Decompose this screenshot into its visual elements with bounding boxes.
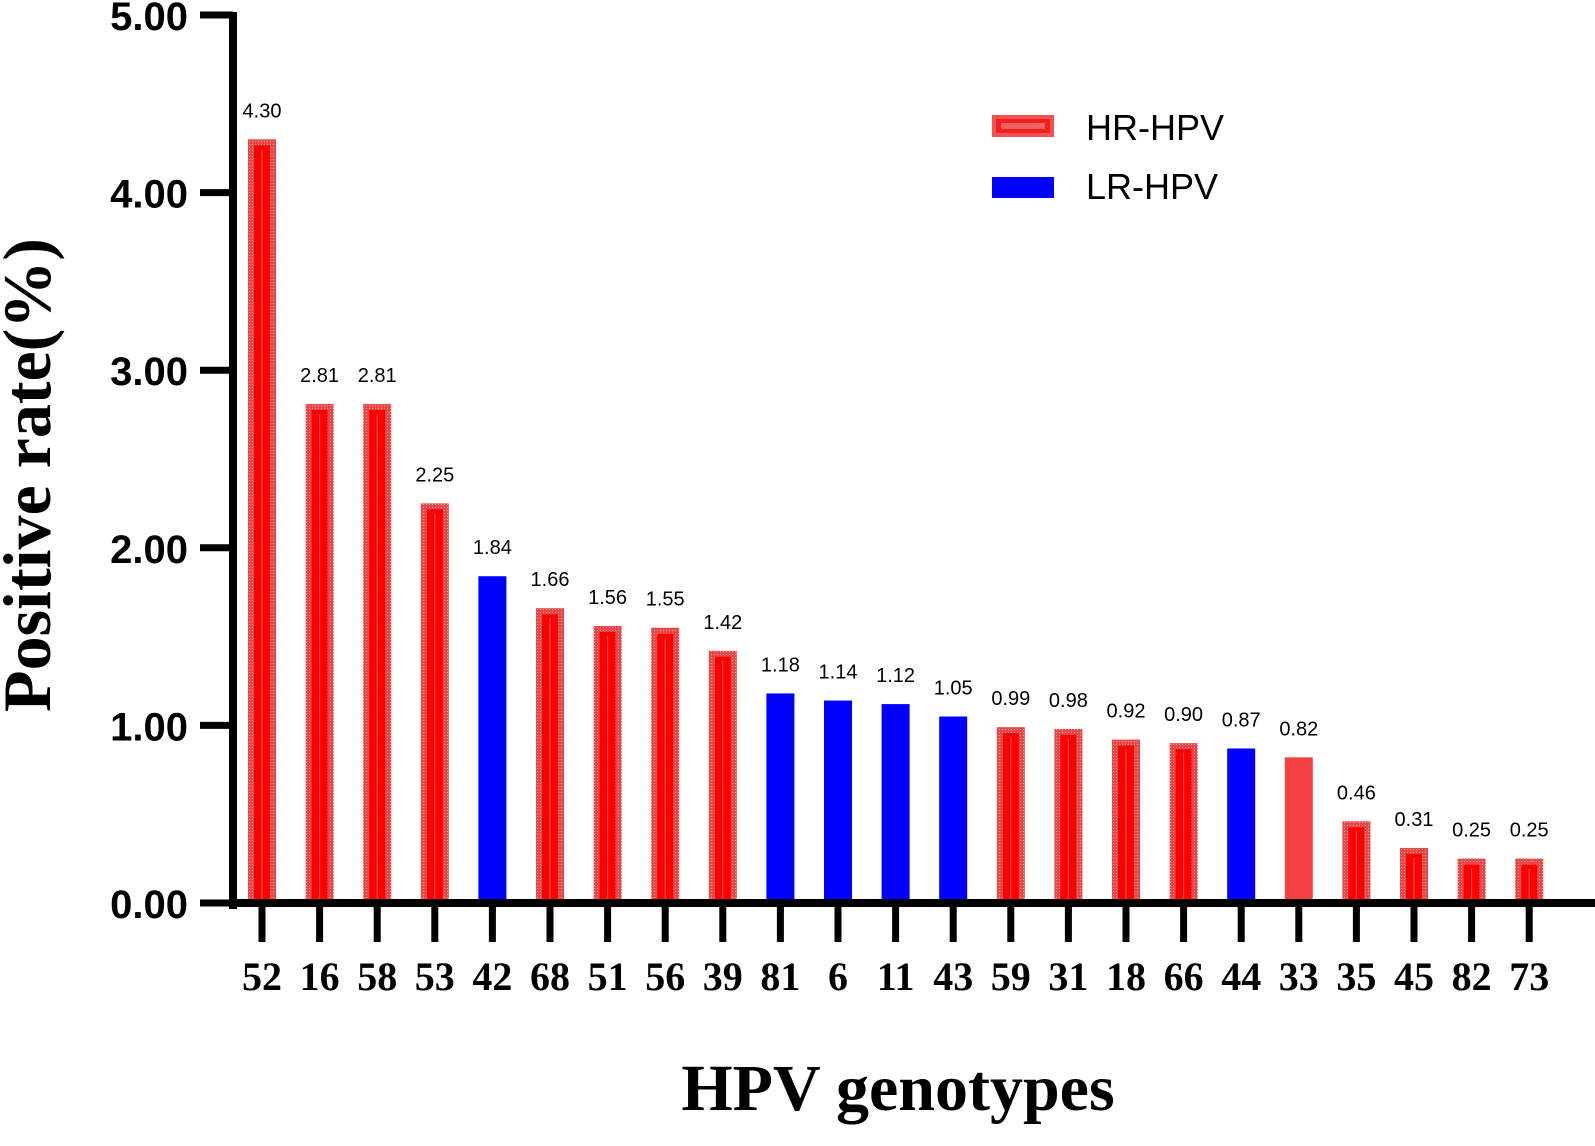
data-label-42: 1.84 (473, 537, 512, 559)
data-label-6: 1.14 (819, 662, 858, 684)
y-tick-label: 5.00 (110, 0, 188, 39)
data-label-33: 0.82 (1279, 718, 1318, 740)
bar-44 (1227, 748, 1256, 903)
data-label-35: 0.46 (1337, 782, 1376, 804)
x-tick-label-52: 52 (242, 954, 282, 999)
x-tick-label-81: 81 (760, 954, 800, 999)
data-label-39: 1.42 (703, 612, 742, 634)
x-tick-label-11: 11 (877, 954, 915, 999)
x-tick-label-53: 53 (415, 954, 455, 999)
data-label-58: 2.81 (358, 365, 397, 387)
data-label-82: 0.25 (1452, 820, 1491, 842)
data-label-18: 0.92 (1107, 701, 1146, 723)
data-labels-group: 4.30 2.81 2.81 2.25 1.84 1.66 1.56 1.55 1.42 1.18… (243, 100, 1549, 841)
data-label-51: 1.56 (588, 587, 627, 609)
bar-56 (651, 627, 680, 903)
x-axis-title: HPV genotypes (681, 1052, 1114, 1125)
x-tick-label-16: 16 (300, 954, 340, 999)
x-tick-label-59: 59 (991, 954, 1031, 999)
bar-11 (881, 704, 910, 903)
x-tick-label-31: 31 (1048, 954, 1088, 999)
bar-45 (1400, 847, 1428, 903)
bar-rect (1284, 757, 1313, 903)
y-tick-label: 1.00 (110, 705, 188, 749)
bar-rect (478, 576, 507, 903)
bar-59 (996, 727, 1025, 903)
x-tick-label-82: 82 (1452, 954, 1492, 999)
legend: HR-HPV LR-HPV (992, 107, 1224, 207)
bar-82 (1457, 858, 1486, 903)
data-label-68: 1.66 (531, 569, 570, 591)
bar-rect (766, 693, 795, 903)
data-label-73: 0.25 (1510, 820, 1549, 842)
bar-42 (478, 576, 507, 903)
y-tick-label: 2.00 (110, 528, 188, 572)
data-label-45: 0.31 (1395, 809, 1434, 831)
legend-item-lr: LR-HPV (992, 166, 1218, 207)
x-tick-label-43: 43 (933, 954, 973, 999)
data-label-53: 2.25 (415, 464, 454, 486)
x-tick-label-39: 39 (703, 954, 743, 999)
bar-rect (881, 704, 910, 903)
bar-58 (363, 403, 392, 903)
x-tick-label-66: 66 (1164, 954, 1204, 999)
y-tick-label: 0.00 (110, 883, 188, 927)
bar-35 (1342, 821, 1371, 903)
x-ticks-group: 52 16 58 53 42 68 51 56 39 81 6 11 43 59 31 18 66 44 33 35 4… (242, 903, 1549, 999)
data-label-52: 4.30 (243, 100, 282, 122)
y-ticks-group: 0.00 1.00 2.00 3.00 4.00 5.00 (110, 0, 233, 927)
bar-51 (593, 625, 622, 903)
bar-39 (708, 650, 737, 903)
data-label-59: 0.99 (991, 688, 1030, 710)
x-tick-label-44: 44 (1221, 954, 1261, 999)
x-tick-label-35: 35 (1336, 954, 1376, 999)
bar-43 (939, 716, 968, 903)
bar-18 (1112, 739, 1140, 903)
bar-16 (305, 403, 334, 903)
bar-66 (1169, 743, 1198, 903)
bars-group (248, 139, 1544, 903)
bar-73 (1515, 858, 1544, 903)
bar-6 (824, 700, 852, 903)
y-tick-label: 3.00 (110, 350, 188, 394)
x-tick-label-18: 18 (1106, 954, 1146, 999)
y-axis-title: Positive rate(%) (0, 238, 65, 712)
bar-68 (536, 608, 564, 903)
bar-52 (248, 139, 276, 903)
data-label-81: 1.18 (761, 654, 800, 676)
legend-label-hr: HR-HPV (1086, 107, 1224, 148)
bar-rect (939, 716, 968, 903)
x-tick-label-58: 58 (357, 954, 397, 999)
legend-swatch-lr (992, 177, 1054, 198)
x-tick-label-73: 73 (1509, 954, 1549, 999)
x-tick-label-56: 56 (645, 954, 685, 999)
data-label-11: 1.12 (876, 665, 915, 687)
bar-rect (824, 700, 852, 903)
x-tick-label-33: 33 (1279, 954, 1319, 999)
data-label-31: 0.98 (1049, 690, 1088, 712)
x-tick-label-68: 68 (530, 954, 570, 999)
data-label-44: 0.87 (1222, 709, 1261, 731)
data-label-66: 0.90 (1164, 704, 1203, 726)
x-tick-label-51: 51 (588, 954, 628, 999)
bar-81 (766, 693, 795, 903)
legend-label-lr: LR-HPV (1086, 166, 1218, 207)
y-tick-label: 4.00 (110, 173, 188, 217)
x-tick-label-6: 6 (828, 954, 848, 999)
data-label-43: 1.05 (934, 678, 973, 700)
legend-item-hr: HR-HPV (992, 107, 1224, 148)
bar-31 (1054, 728, 1083, 903)
bar-rect (1227, 748, 1256, 903)
x-tick-label-42: 42 (472, 954, 512, 999)
data-label-56: 1.55 (646, 589, 685, 611)
data-label-16: 2.81 (300, 365, 339, 387)
bar-53 (420, 503, 449, 903)
legend-swatch-hr-inner (1001, 123, 1045, 129)
bar-33 (1284, 757, 1313, 903)
x-tick-label-45: 45 (1394, 954, 1434, 999)
